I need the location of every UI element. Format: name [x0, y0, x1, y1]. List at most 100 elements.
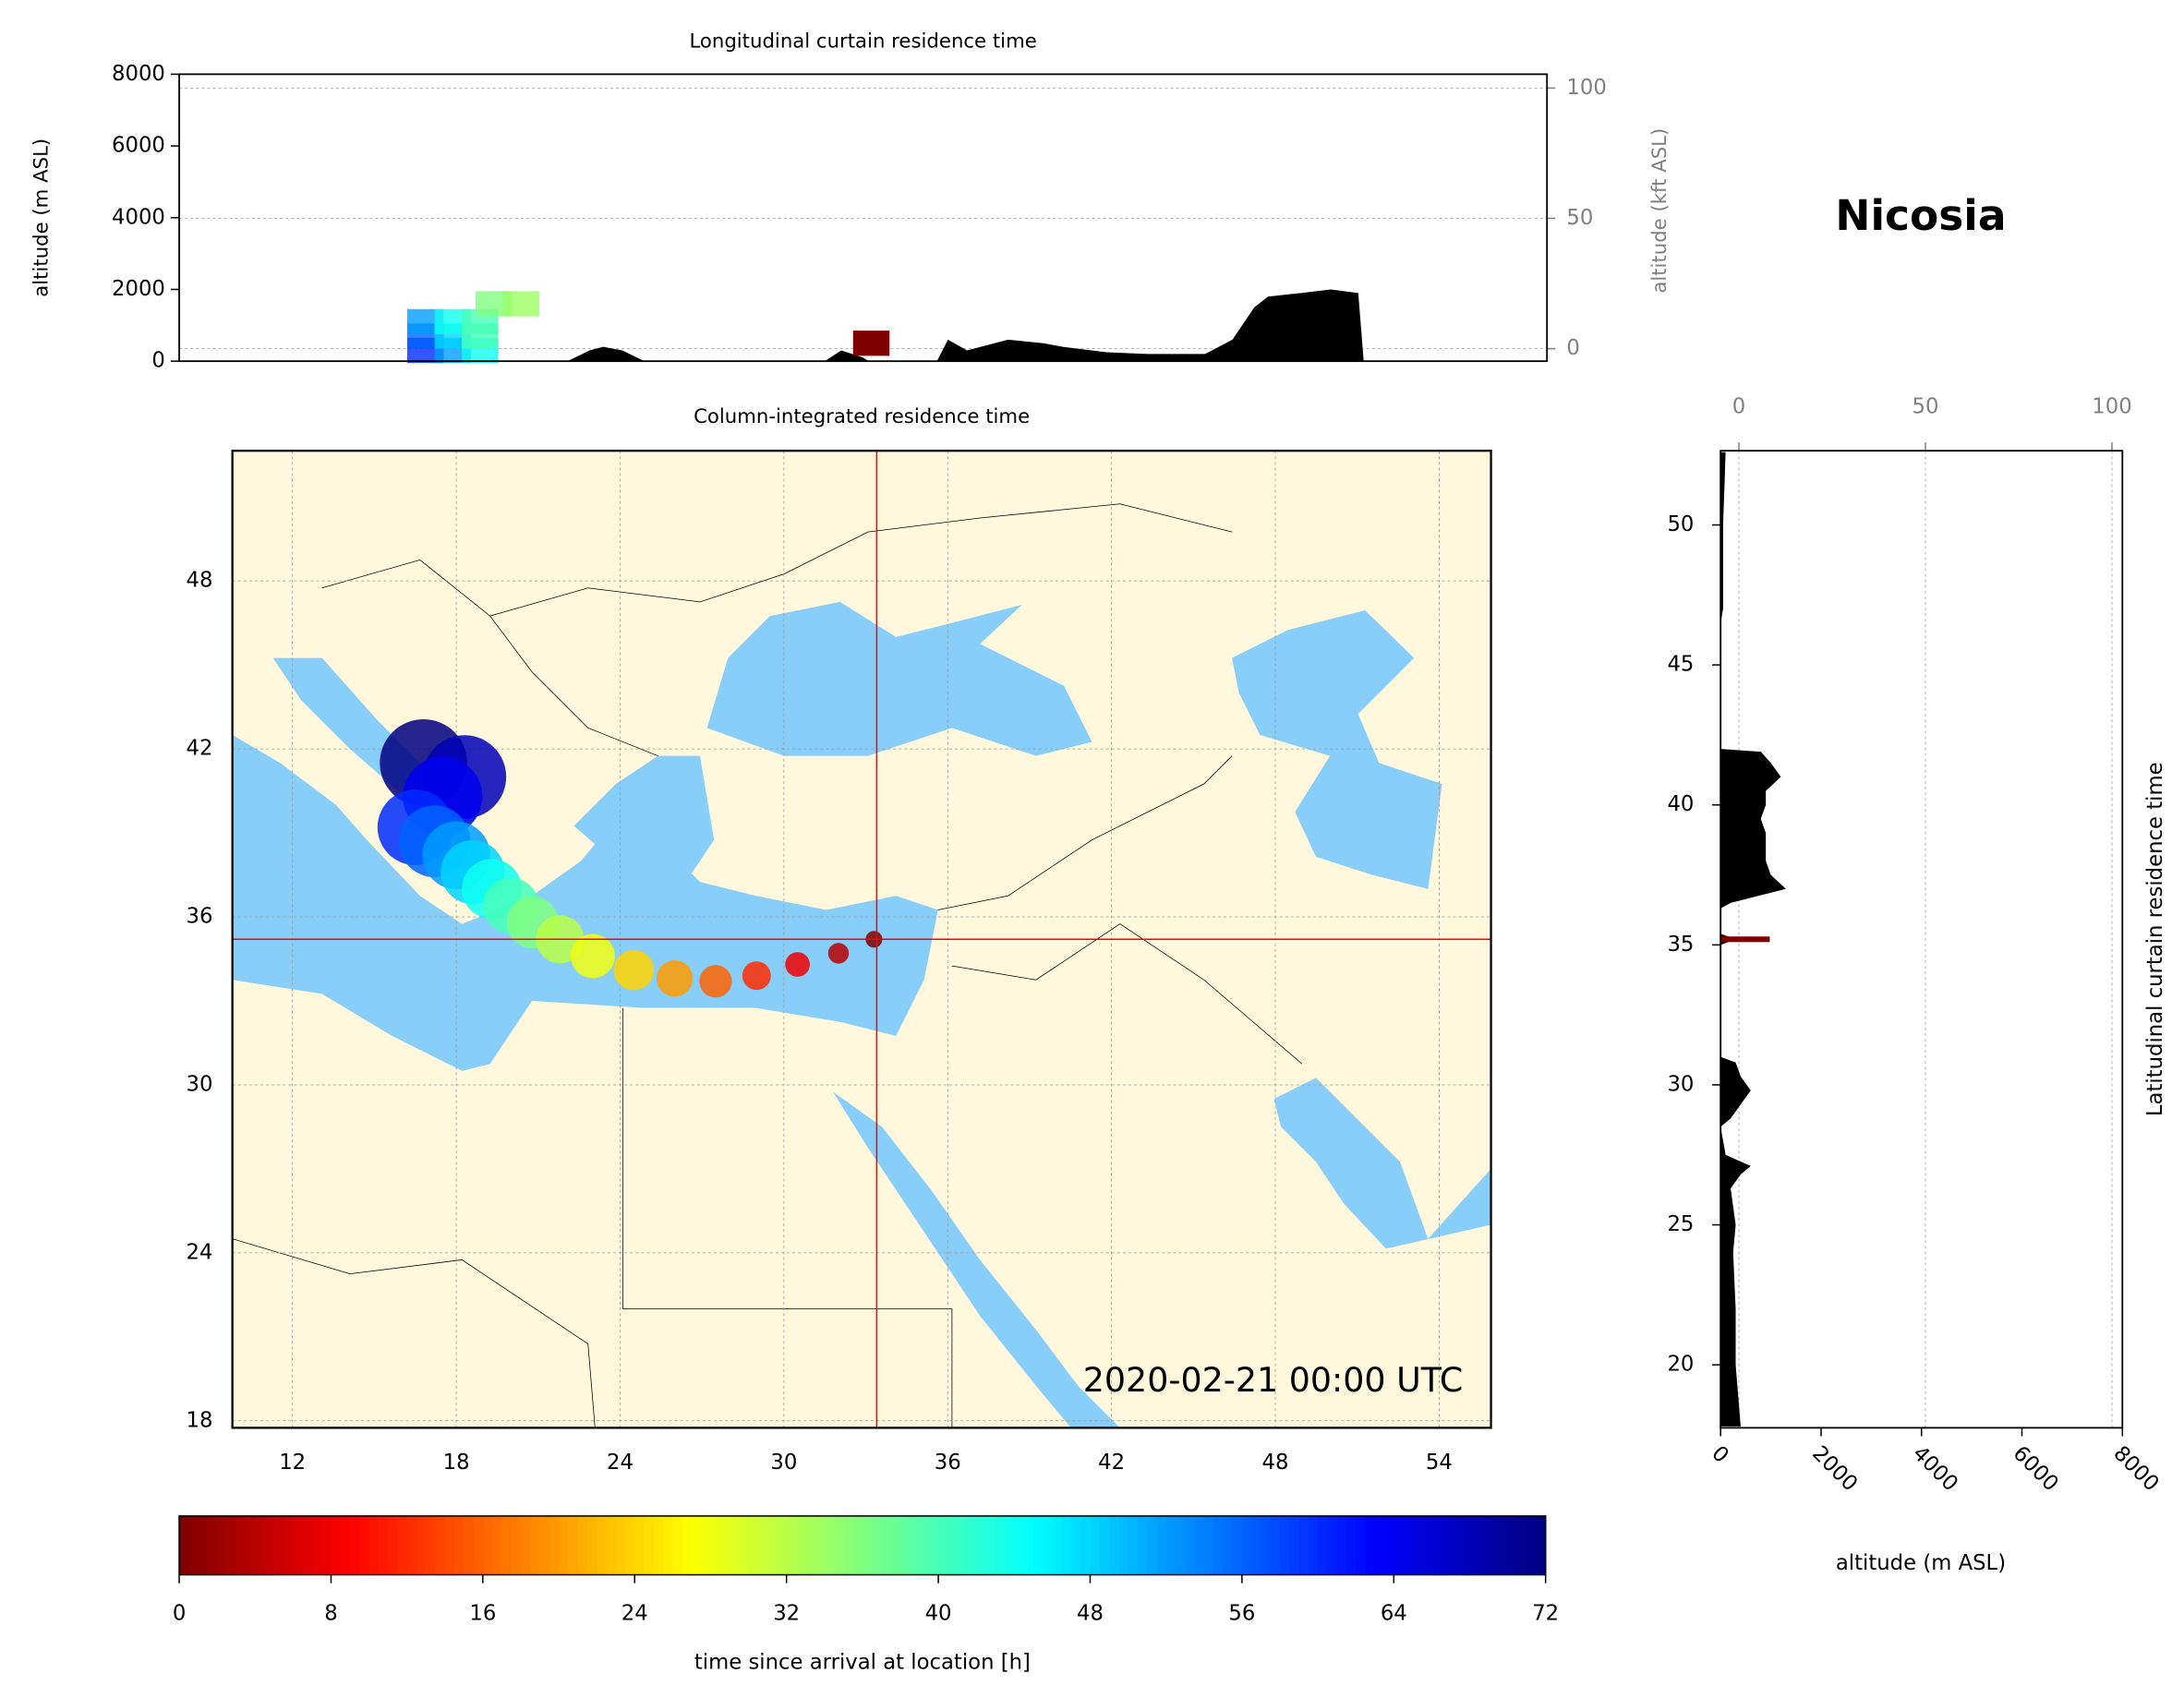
y-tick-label: 4000: [112, 205, 165, 229]
colorbar-step: [577, 1515, 588, 1575]
y-tick-label: 30: [1667, 1072, 1694, 1096]
colorbar-step: [406, 1515, 417, 1575]
colorbar-step: [1185, 1515, 1196, 1575]
colorbar-step: [757, 1515, 768, 1575]
colorbar-step: [1109, 1515, 1120, 1575]
colorbar-step: [805, 1515, 816, 1575]
colorbar-step: [1251, 1515, 1262, 1575]
colorbar-step: [235, 1515, 247, 1575]
colorbar-step: [890, 1515, 901, 1575]
colorbar-step: [1043, 1515, 1054, 1575]
colorbar-step: [586, 1515, 597, 1575]
y2-tick-label: 50: [1566, 206, 1593, 230]
plume-cell: [1720, 936, 1770, 943]
colorbar-step: [730, 1515, 741, 1575]
colorbar-step: [624, 1515, 636, 1575]
colorbar-step: [368, 1515, 380, 1575]
colorbar-step: [606, 1515, 617, 1575]
colorbar-step: [947, 1515, 959, 1575]
border: [232, 1238, 596, 1428]
title: Longitudinal curtain residence time: [689, 30, 1036, 54]
x-tick-label: 8000: [2108, 1441, 2163, 1496]
trajectory-point: [785, 952, 810, 977]
colorbar-tick-label: 40: [925, 1602, 952, 1626]
y-tick-label: 35: [1667, 933, 1694, 957]
colorbar-step: [682, 1515, 693, 1575]
x2-tick-label: 0: [1732, 395, 1745, 419]
colorbar-step: [701, 1515, 712, 1575]
colorbar-step: [881, 1515, 892, 1575]
x-tick-label: 54: [1426, 1451, 1453, 1475]
colorbar-step: [663, 1515, 674, 1575]
colorbar-label: time since arrival at location [h]: [694, 1651, 1031, 1675]
border: [321, 560, 658, 757]
colorbar-step: [284, 1515, 295, 1575]
colorbar-step: [302, 1515, 313, 1575]
plume-cell: [502, 291, 540, 317]
colorbar-step: [719, 1515, 730, 1575]
colorbar-step: [1289, 1515, 1300, 1575]
colorbar-step: [321, 1515, 332, 1575]
title: Latitudinal curtain residence time: [2143, 762, 2167, 1116]
colorbar-tick-label: 24: [621, 1602, 648, 1626]
colorbar-step: [1507, 1515, 1518, 1575]
colorbar-tick-label: 8: [324, 1602, 337, 1626]
colorbar-step: [1023, 1515, 1034, 1575]
colorbar-step: [549, 1515, 560, 1575]
colorbar-tick-label: 48: [1077, 1602, 1104, 1626]
colorbar-step: [226, 1515, 237, 1575]
terrain: [567, 289, 1364, 362]
colorbar-step: [264, 1515, 275, 1575]
colorbar-step: [919, 1515, 930, 1575]
colorbar-step: [644, 1515, 655, 1575]
colorbar-step: [444, 1515, 455, 1575]
colorbar-step: [938, 1515, 949, 1575]
y-tick-label: 25: [1667, 1212, 1694, 1236]
x-tick-label: 6000: [2009, 1441, 2063, 1496]
y-tick-label: 2000: [112, 277, 165, 301]
x-tick-label: 24: [607, 1451, 633, 1475]
colorbar-step: [1318, 1515, 1329, 1575]
colorbar-step: [1422, 1515, 1433, 1575]
colorbar-step: [852, 1515, 863, 1575]
colorbar-step: [1374, 1515, 1385, 1575]
x-tick-label: 2000: [1807, 1441, 1862, 1496]
colorbar-step: [1014, 1515, 1025, 1575]
colorbar-step: [511, 1515, 522, 1575]
trajectory-point: [699, 965, 732, 998]
colorbar-step: [1032, 1515, 1044, 1575]
caspian: [1232, 610, 1442, 889]
border: [622, 1007, 953, 1428]
colorbar-tick-label: 16: [469, 1602, 496, 1626]
colorbar-step: [340, 1515, 351, 1575]
colorbar-step: [1232, 1515, 1243, 1575]
border: [951, 923, 1303, 1065]
colorbar-step: [1431, 1515, 1442, 1575]
colorbar-step: [748, 1515, 759, 1575]
x-tick-label: 0: [1707, 1441, 1733, 1468]
map-layer: [232, 451, 1491, 1428]
x-tick-label: 42: [1098, 1451, 1125, 1475]
colorbar-step: [1261, 1515, 1272, 1575]
frame: [1719, 450, 2124, 1429]
plume-cell: [852, 331, 890, 356]
colorbar-step: [1403, 1515, 1414, 1575]
colorbar-step: [767, 1515, 778, 1575]
aegean: [573, 755, 715, 883]
colorbar-step: [1336, 1515, 1347, 1575]
colorbar-step: [1489, 1515, 1500, 1575]
colorbar-step: [928, 1515, 939, 1575]
colorbar-step: [482, 1515, 493, 1575]
colorbar-step: [672, 1515, 683, 1575]
colorbar-step: [388, 1515, 399, 1575]
colorbar-step: [473, 1515, 484, 1575]
colorbar-step: [1478, 1515, 1490, 1575]
colorbar-step: [1308, 1515, 1319, 1575]
trajectory-point: [827, 943, 850, 964]
colorbar-step: [899, 1515, 911, 1575]
colorbar-step: [350, 1515, 361, 1575]
colorbar-step: [1118, 1515, 1129, 1575]
colorbar-step: [416, 1515, 427, 1575]
y2-axis-label: altitude (kft ASL): [1648, 128, 1671, 294]
